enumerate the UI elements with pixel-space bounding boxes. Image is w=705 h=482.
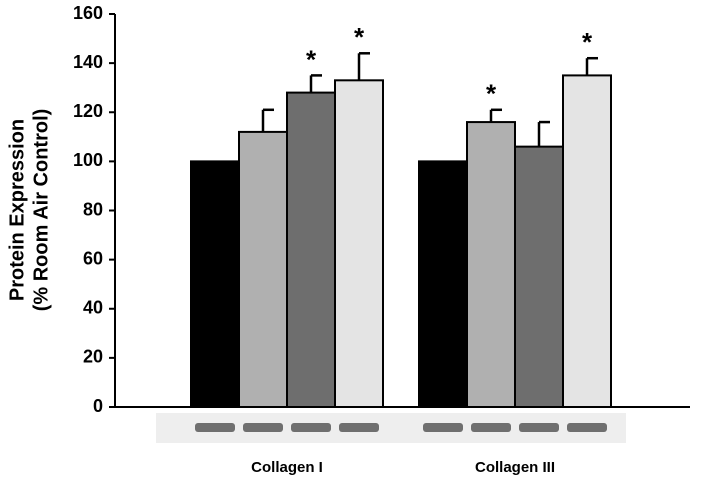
- y-tick-label: 120: [73, 101, 103, 121]
- blot-band: [291, 423, 331, 432]
- blot-band: [195, 423, 235, 432]
- x-tick-label: Collagen I: [251, 459, 323, 476]
- y-tick-label: 20: [83, 347, 103, 367]
- significance-mark: *: [486, 79, 497, 109]
- significance-mark: *: [582, 27, 593, 57]
- blot-band: [339, 423, 379, 432]
- bar: [418, 160, 468, 408]
- blot-band: [519, 423, 559, 432]
- blot-band: [423, 423, 463, 432]
- y-label-line: (% Room Air Control): [30, 109, 52, 312]
- bar: [466, 121, 516, 408]
- blot-band: [471, 423, 511, 432]
- bar: [562, 74, 612, 408]
- y-tick-label: 100: [73, 150, 103, 170]
- y-label-line: Protein Expression: [6, 119, 28, 301]
- y-tick-label: 160: [73, 3, 103, 23]
- x-tick-label: Collagen III: [475, 459, 555, 476]
- blot-band: [243, 423, 283, 432]
- significance-mark: *: [354, 22, 365, 52]
- bar: [334, 79, 384, 408]
- y-tick-label: 80: [83, 199, 103, 219]
- y-tick-label: 0: [93, 396, 103, 416]
- y-tick-label: 40: [83, 298, 103, 318]
- y-tick-label: 60: [83, 248, 103, 268]
- bar: [238, 130, 288, 408]
- bar: [286, 91, 336, 408]
- blot-band: [567, 423, 607, 432]
- y-axis-title: Protein Expression (% Room Air Control): [6, 109, 52, 312]
- significance-mark: *: [306, 44, 317, 74]
- bar: [514, 145, 564, 408]
- y-tick-label: 140: [73, 52, 103, 72]
- bar: [190, 160, 240, 408]
